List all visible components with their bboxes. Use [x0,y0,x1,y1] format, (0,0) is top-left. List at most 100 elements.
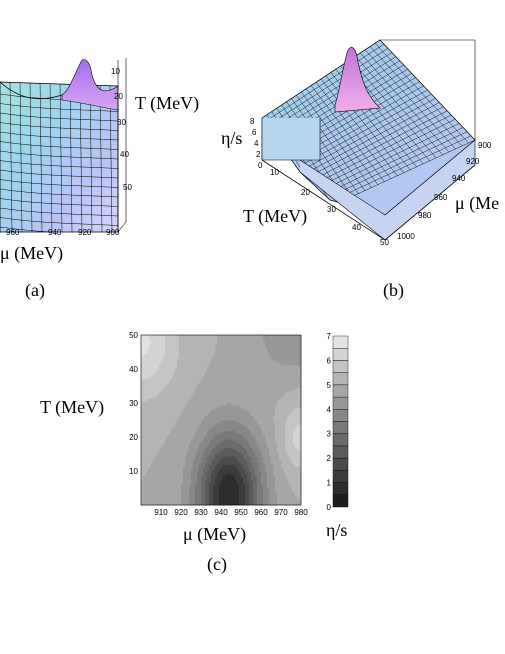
contour-cell [169,468,172,472]
contour-cell [239,451,242,455]
contour-cell [239,407,242,410]
contour-cell [151,375,154,378]
contour-cell [211,386,214,389]
contour-cell [149,394,152,397]
contour-cell [209,403,212,406]
contour-cell [167,454,170,457]
contour-cell [237,496,240,499]
contour-cell [237,443,240,446]
contour-cell [183,430,186,434]
contour-cell [165,352,168,355]
contour-cell [251,352,254,355]
contour-cell [175,413,178,417]
contour-cell [215,411,218,414]
contour-cell [211,354,214,357]
contour-cell [163,398,166,402]
contour-cell [161,483,164,487]
contour-cell [225,347,228,351]
contour-cell [195,381,198,385]
contour-cell [149,481,152,485]
contour-cell [167,439,170,442]
contour-cell [177,490,180,493]
contour-cell [159,347,162,351]
contour-cell [237,428,240,431]
contour-cell [153,485,156,489]
contour-cell [189,362,192,366]
contour-cell [215,335,218,338]
contour-cell [263,485,266,489]
contour-cell [229,383,232,387]
contour-cell [215,443,218,446]
contour-cell [169,398,172,402]
contour-cell [159,496,162,499]
contour-cell [193,462,196,465]
contour-cell [169,420,172,423]
contour-cell [141,400,144,404]
contour-cell [195,498,198,502]
contour-cell [199,341,202,344]
contour-cell [251,388,254,391]
contour-cell [231,345,234,349]
contour-cell [231,426,234,429]
contour-cell [171,422,174,425]
contour-cell [229,462,232,465]
contour-cell [167,335,170,338]
contour-cell [187,428,190,431]
contour-cell [181,439,184,442]
contour-cell [261,354,264,357]
contour-cell [257,394,260,397]
contour-cell [257,417,260,421]
contour-cell [141,345,144,349]
contour-cell [187,409,190,412]
contour-cell [209,360,212,363]
contour-cell [145,432,148,436]
contour-cell [227,447,230,451]
contour-cell [173,364,176,368]
contour-cell [261,390,264,393]
contour-cell [231,498,234,502]
contour-cell [251,492,254,495]
contour-cell [197,481,200,485]
contour-cell [207,477,210,480]
contour-cell [193,468,196,472]
contour-cell [215,398,218,402]
contour-cell [219,358,222,361]
contour-cell [147,371,150,374]
contour-cell [145,473,148,476]
contour-cell [169,386,172,389]
contour-cell [261,426,264,429]
contour-cell [227,422,230,425]
contour-cell [249,502,252,506]
contour-cell [231,400,234,404]
contour-cell [161,362,164,366]
contour-cell [195,481,198,485]
contour-cell [167,381,170,385]
contour-cell [151,420,154,423]
contour-cell [215,352,218,355]
contour-cell [241,339,244,342]
contour-cell [243,341,246,344]
contour-cell [221,464,224,468]
contour-cell [173,366,176,370]
contour-cell [203,373,206,376]
contour-cell [233,430,236,434]
contour-cell [207,405,210,408]
contour-cell [187,443,190,446]
panel-b-z-tick: 2 [256,150,261,159]
contour-cell [259,483,262,487]
contour-cell [239,424,242,427]
contour-cell [145,398,148,402]
contour-cell [233,445,236,448]
contour-cell [205,345,208,349]
contour-cell [185,434,188,438]
contour-cell [229,375,232,378]
contour-cell [169,460,172,463]
contour-cell [199,379,202,383]
contour-cell [155,392,158,395]
contour-cell [223,366,226,370]
contour-cell [245,388,248,391]
contour-cell [219,488,222,491]
contour-cell [241,492,244,495]
contour-cell [189,462,192,465]
contour-cell [241,490,244,493]
